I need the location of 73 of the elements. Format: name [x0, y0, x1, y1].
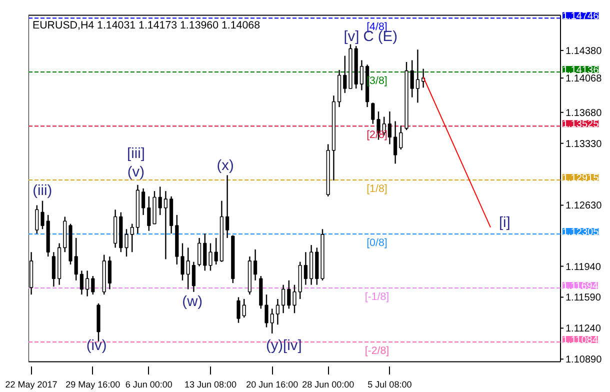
x-tick-label: 28 Jun 00:00: [302, 380, 354, 390]
candlestick: [147, 196, 151, 232]
x-tick-label: 29 May 16:00: [66, 380, 120, 390]
candlestick: [203, 232, 207, 272]
candlestick: [360, 60, 364, 91]
candlestick: [164, 190, 168, 260]
candlestick: [282, 284, 286, 314]
candlestick: [91, 275, 95, 296]
annotation: (iv): [86, 338, 107, 354]
candlestick: [254, 248, 258, 282]
candlestick: [226, 174, 230, 239]
candlestick: [264, 294, 268, 328]
ref-line-label: 1.11084: [562, 334, 598, 346]
y-tick-label: 1.11940: [566, 262, 602, 273]
candlestick: [40, 200, 44, 230]
annotation: [iii]: [127, 146, 145, 162]
annotation: [-1/8]: [364, 291, 390, 304]
x-tick-label: 5 Jul 08:00: [368, 380, 412, 390]
candlestick: [410, 60, 414, 98]
annotation: (iii): [32, 182, 52, 199]
candlestick: [242, 298, 246, 318]
candlestick: [158, 186, 162, 216]
candlestick: [276, 298, 280, 326]
y-tick-label: 1.12630: [566, 200, 602, 212]
candlestick: [304, 252, 308, 286]
candlestick: [130, 223, 134, 253]
annotation: (v): [127, 164, 145, 181]
ref-line-label: 1.12305: [562, 226, 600, 238]
y-tick-label: 1.11590: [566, 292, 602, 304]
chart-title: EURUSD,H4 1.14031 1.14173 1.13960 1.14068: [32, 19, 260, 32]
candlestick: [52, 252, 56, 288]
x-tick-label: 6 Jun 00:00: [125, 380, 172, 390]
candlestick: [124, 228, 128, 258]
annotation: [0/8]: [366, 236, 388, 249]
candlestick: [186, 247, 190, 290]
candlestick: [35, 204, 39, 234]
candlestick: [214, 237, 218, 266]
candlestick: [416, 48, 420, 104]
x-tick-label: 22 May 2017: [5, 380, 58, 390]
annotation: (y)[iv]: [266, 338, 302, 354]
candlestick: [192, 261, 196, 292]
candlestick: [292, 284, 296, 314]
candlestick: [236, 296, 240, 324]
candlestick: [80, 270, 84, 296]
candlestick: [86, 270, 90, 297]
candlestick: [287, 280, 291, 310]
candlestick: [270, 308, 274, 334]
x-tick-label: 13 Jun 08:00: [184, 380, 237, 390]
candlestick: [399, 125, 403, 150]
y-tick-label: 1.13330: [566, 138, 602, 150]
ref-line-label: 1.12915: [562, 173, 600, 184]
candlestick: [142, 188, 146, 216]
annotation: (x): [216, 158, 234, 174]
candlestick: [371, 102, 375, 124]
annotation: [-2/8]: [364, 344, 390, 357]
annotation: [i]: [498, 215, 510, 232]
annotation: (w): [182, 294, 203, 310]
y-tick-label: 1.11240: [566, 324, 602, 335]
candlestick: [388, 110, 392, 145]
candlestick: [74, 237, 78, 282]
y-tick-label: 1.13680: [566, 108, 602, 119]
x-tick-label: 20 Jun 16:00: [246, 380, 298, 390]
y-tick-label: 1.10890: [566, 354, 602, 366]
ref-line-label: 1.11694: [562, 281, 598, 292]
y-tick-label: 1.14380: [566, 46, 602, 57]
y-tick-label: 1.14068: [566, 74, 602, 85]
annotation: [1/8]: [366, 183, 388, 196]
candlestick: [208, 242, 212, 272]
candlestick: [343, 55, 347, 94]
candlestick: [108, 256, 112, 290]
candlestick: [394, 120, 398, 164]
candlestick: [180, 242, 184, 282]
candlestick: [198, 237, 202, 267]
